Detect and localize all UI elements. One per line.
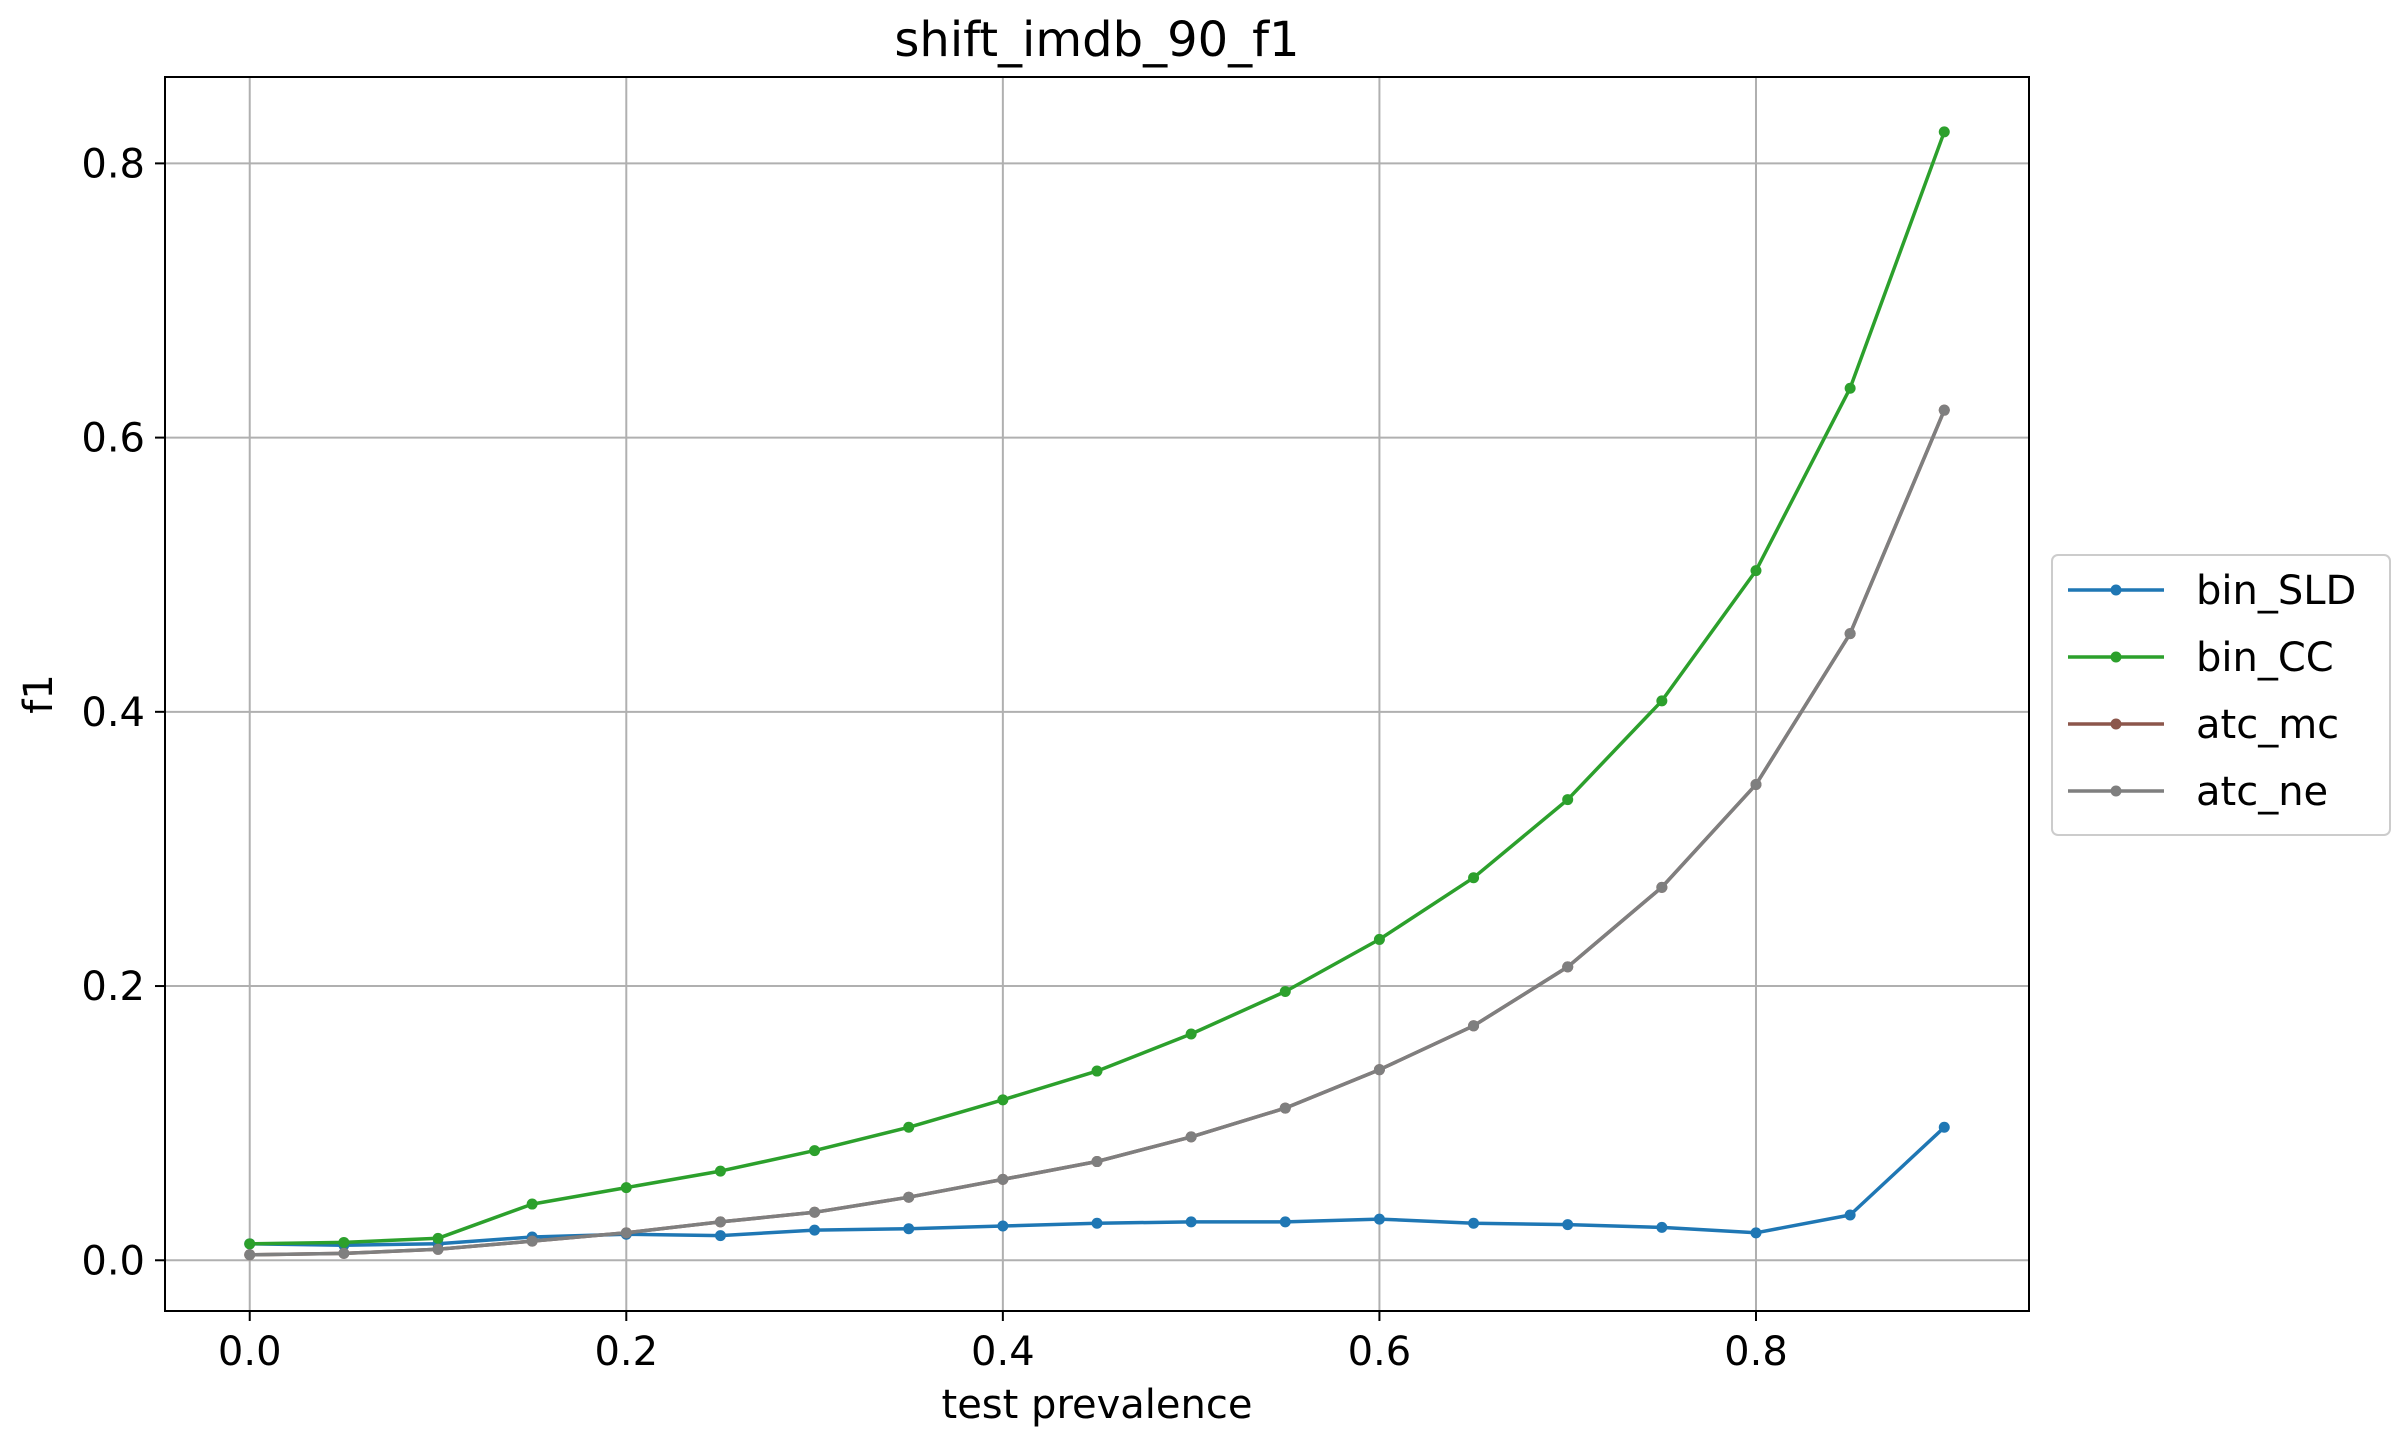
legend-item: bin_SLD xyxy=(2068,568,2356,614)
series-bin_CC xyxy=(244,126,1950,1250)
data-point xyxy=(1091,1217,1103,1229)
data-point xyxy=(338,1247,350,1259)
legend-marker xyxy=(2110,785,2122,797)
data-point xyxy=(1185,1028,1197,1040)
y-tick-label: 0.0 xyxy=(81,1238,145,1284)
legend-box xyxy=(2051,554,2391,836)
data-point xyxy=(1844,628,1856,640)
y-axis-title: f1 xyxy=(16,674,62,714)
legend-label: atc_mc xyxy=(2196,702,2339,748)
legend-marker xyxy=(2110,584,2122,596)
data-point xyxy=(1938,1121,1950,1133)
data-point xyxy=(1750,565,1762,577)
x-tick-label: 0.0 xyxy=(218,1329,282,1375)
data-point xyxy=(997,1173,1009,1185)
data-point xyxy=(809,1224,821,1236)
x-tick-label: 0.2 xyxy=(594,1329,658,1375)
data-point xyxy=(432,1232,444,1244)
data-point xyxy=(997,1220,1009,1232)
plot-frame xyxy=(164,76,2030,1312)
data-point xyxy=(1091,1156,1103,1168)
data-point xyxy=(809,1206,821,1218)
data-point xyxy=(620,1182,632,1194)
data-point xyxy=(1373,1064,1385,1076)
data-point xyxy=(1938,404,1950,416)
data-point xyxy=(1468,872,1480,884)
data-point xyxy=(903,1121,915,1133)
data-point xyxy=(244,1249,256,1261)
legend-label: atc_ne xyxy=(2196,769,2328,815)
grid xyxy=(165,77,2029,1311)
x-tick-label: 0.6 xyxy=(1348,1329,1412,1375)
y-tick-label: 0.4 xyxy=(81,690,145,736)
data-point xyxy=(1562,961,1574,973)
y-axis: 0.0 0.2 0.4 0.6 0.8 xyxy=(81,141,165,1284)
legend-marker xyxy=(2110,651,2122,663)
data-point xyxy=(338,1236,350,1248)
data-point xyxy=(714,1165,726,1177)
chart-title: shift_imdb_90_f1 xyxy=(894,12,1299,68)
x-tick-label: 0.8 xyxy=(1724,1329,1788,1375)
data-point xyxy=(1185,1131,1197,1143)
data-point xyxy=(526,1235,538,1247)
data-point xyxy=(244,1238,256,1250)
data-point xyxy=(526,1198,538,1210)
data-point xyxy=(1279,1102,1291,1114)
data-point xyxy=(714,1230,726,1242)
data-point xyxy=(1844,382,1856,394)
legend-item: atc_mc xyxy=(2068,702,2339,748)
data-point xyxy=(1185,1216,1197,1228)
data-point xyxy=(1750,778,1762,790)
legend-label: bin_CC xyxy=(2196,635,2334,681)
data-point xyxy=(432,1243,444,1255)
data-point xyxy=(1373,1213,1385,1225)
data-point xyxy=(714,1216,726,1228)
series-layer xyxy=(244,126,1950,1261)
y-tick-label: 0.2 xyxy=(81,964,145,1010)
legend-label: bin_SLD xyxy=(2196,568,2356,614)
data-point xyxy=(1468,1020,1480,1032)
data-point xyxy=(1844,1209,1856,1221)
data-point xyxy=(1468,1217,1480,1229)
legend-item: bin_CC xyxy=(2068,635,2334,681)
x-tick-label: 0.4 xyxy=(971,1329,1035,1375)
data-point xyxy=(620,1227,632,1239)
data-point xyxy=(1656,1221,1668,1233)
data-point xyxy=(1562,794,1574,806)
data-point xyxy=(1656,881,1668,893)
data-point xyxy=(1373,933,1385,945)
data-point xyxy=(997,1094,1009,1106)
data-point xyxy=(809,1145,821,1157)
legend-marker xyxy=(2110,718,2122,730)
y-tick-label: 0.6 xyxy=(81,416,145,462)
data-point xyxy=(1938,126,1950,138)
data-point xyxy=(1091,1065,1103,1077)
x-axis-title: test prevalence xyxy=(942,1382,1253,1428)
x-axis: 0.0 0.2 0.4 0.6 0.8 xyxy=(218,1311,1788,1375)
data-point xyxy=(1279,986,1291,998)
data-point xyxy=(1750,1227,1762,1239)
data-point xyxy=(1279,1216,1291,1228)
legend-item: atc_ne xyxy=(2068,769,2328,815)
data-point xyxy=(903,1191,915,1203)
data-point xyxy=(1562,1219,1574,1231)
y-tick-label: 0.8 xyxy=(81,141,145,187)
data-point xyxy=(1656,695,1668,707)
series-atc_ne xyxy=(244,404,1950,1261)
legend: bin_SLD bin_CC atc_mc atc_ne xyxy=(2051,554,2391,836)
data-point xyxy=(903,1223,915,1235)
